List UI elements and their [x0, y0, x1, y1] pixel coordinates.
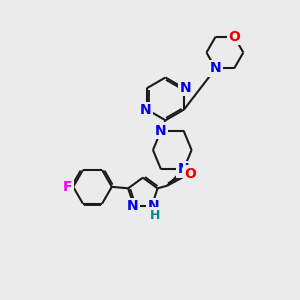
Text: N: N [140, 103, 151, 117]
Text: O: O [184, 167, 196, 181]
Text: N: N [127, 199, 138, 213]
Text: F: F [63, 180, 73, 194]
Text: N: N [180, 81, 191, 94]
Text: N: N [148, 199, 159, 213]
Text: H: H [150, 208, 160, 222]
Text: O: O [228, 30, 240, 44]
Text: N: N [178, 162, 189, 176]
Text: N: N [155, 124, 167, 138]
Text: N: N [210, 61, 221, 76]
